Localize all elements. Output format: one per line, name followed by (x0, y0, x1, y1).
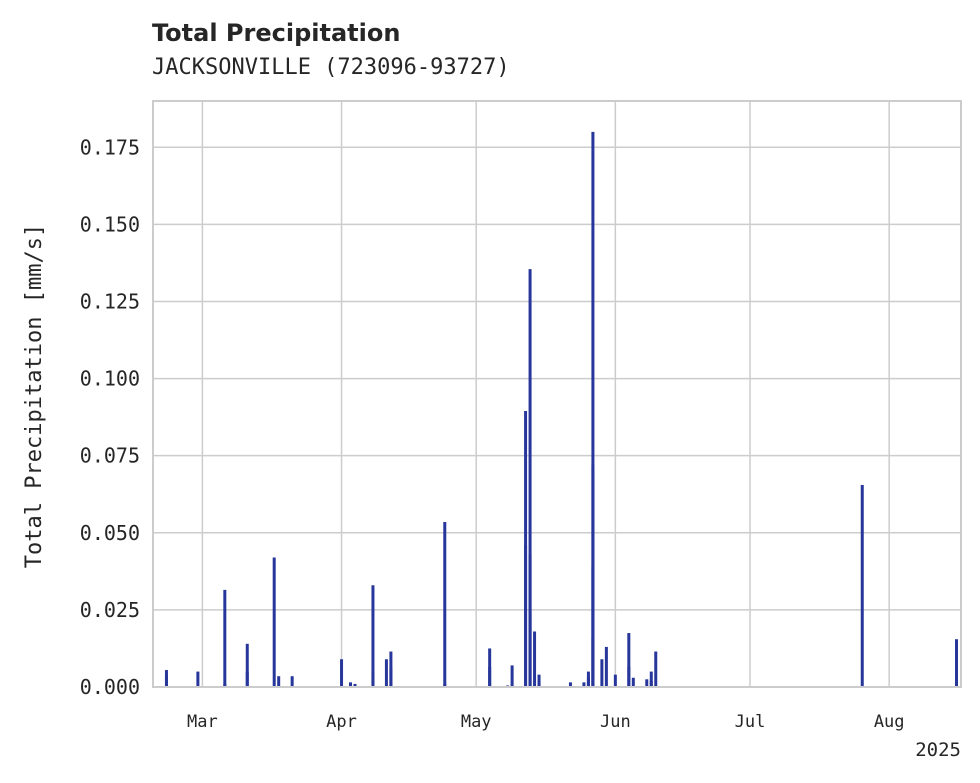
precipitation-bars (164, 131, 959, 687)
x-tick-label: May (461, 712, 492, 732)
y-tick-label: 0.175 (80, 135, 140, 159)
y-tick-label: 0.025 (80, 598, 140, 622)
chart-title: Total Precipitation (152, 19, 400, 47)
y-tick-label: 0.125 (80, 289, 140, 313)
x-tick-label: Apr (326, 712, 357, 732)
y-tick-labels: 0.000 0.025 0.050 0.075 0.100 0.125 0.150 0.175 (80, 135, 140, 699)
y-tick-label: 0.075 (80, 444, 140, 468)
y-tick-label: 0.150 (80, 212, 140, 236)
x-tick-label: Mar (187, 712, 218, 732)
grid-lines (153, 101, 961, 688)
y-tick-label: 0.100 (80, 367, 140, 391)
x-tick-label: Jul (735, 712, 766, 732)
x-tick-label: Aug (874, 712, 905, 732)
y-axis-label: Total Precipitation [mm/s] (22, 224, 47, 568)
chart-subtitle: JACKSONVILLE (723096-93727) (152, 55, 510, 80)
y-tick-label: 0.000 (80, 675, 140, 699)
y-tick-label: 0.050 (80, 521, 140, 545)
x-tick-label: Jun (600, 712, 631, 732)
x-year-label: 2025 (915, 739, 961, 761)
plot-frame (152, 100, 962, 688)
x-tick-labels: Mar Apr May Jun Jul Aug (187, 712, 905, 732)
